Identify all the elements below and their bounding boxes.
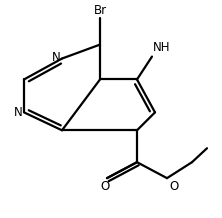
Text: N: N xyxy=(14,106,23,119)
Text: NH: NH xyxy=(153,41,171,54)
Text: Br: Br xyxy=(93,4,107,17)
Text: O: O xyxy=(100,180,109,193)
Text: O: O xyxy=(169,180,178,193)
Text: N: N xyxy=(52,51,61,64)
